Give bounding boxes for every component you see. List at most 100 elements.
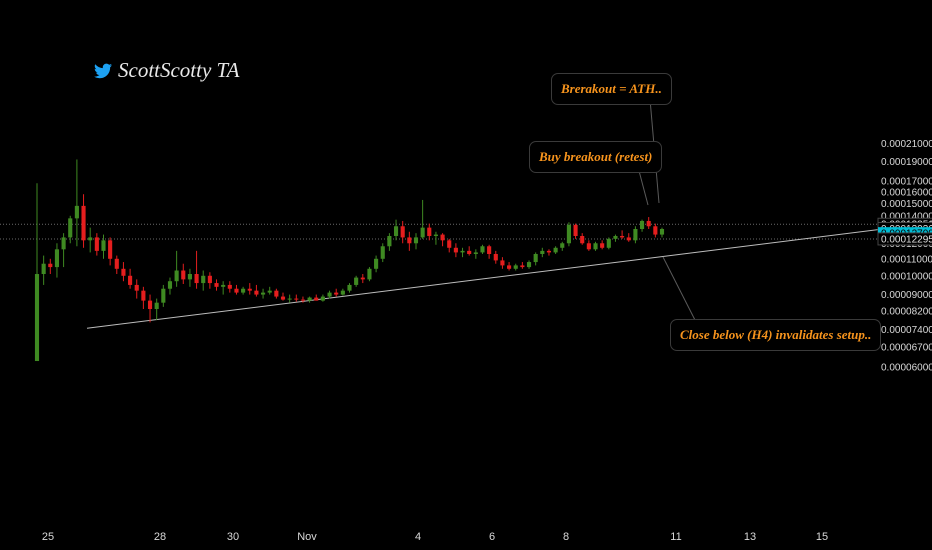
- candle-body: [447, 240, 452, 248]
- annotation-buy-breakout: Buy breakout (retest): [529, 141, 663, 173]
- candle-body: [613, 235, 618, 239]
- candle-body: [593, 243, 598, 250]
- price-axis-label: 0.00015000: [881, 199, 932, 210]
- price-axis-label: 0.00016000: [881, 187, 932, 198]
- candle-body: [407, 237, 412, 244]
- candle-body: [453, 247, 458, 253]
- candle-body: [241, 288, 246, 293]
- candle-body: [61, 237, 66, 250]
- price-axis-label: 0.00011000: [881, 254, 932, 265]
- candle-body: [267, 290, 272, 293]
- price-axis-label: 0.00017000: [881, 177, 932, 188]
- candle-body: [460, 250, 465, 253]
- candle-body: [227, 284, 232, 289]
- candle-body: [533, 253, 538, 263]
- price-axis-label: 0.00009000: [881, 290, 932, 301]
- candle-body: [114, 258, 119, 269]
- callout-lines: [637, 98, 696, 321]
- candle-body: [520, 265, 525, 268]
- candles-layer: [34, 159, 665, 362]
- price-axis-label: 0.00006700: [881, 343, 932, 354]
- candle-body: [620, 235, 625, 238]
- candle-body: [201, 275, 206, 284]
- candle-body: [553, 247, 558, 253]
- candle-body: [187, 274, 192, 280]
- price-axis-label: 0.00021000: [881, 139, 932, 150]
- brand-watermark: ScottScotty TA: [94, 58, 240, 83]
- candle-body: [134, 284, 139, 291]
- horizontal-levels: [0, 223, 878, 240]
- candle-body: [507, 265, 512, 269]
- support-trendline: [86, 222, 932, 329]
- price-axis: 0.00021000 0.00019000 0.000170000.00016000…: [881, 139, 932, 373]
- candle-body: [81, 205, 86, 241]
- candle-body: [280, 296, 286, 300]
- candle-body: [440, 234, 445, 241]
- candle-body: [480, 246, 485, 253]
- candle-body: [513, 265, 518, 269]
- candle-body: [261, 292, 266, 295]
- candle-body: [566, 224, 571, 244]
- date-axis-label: 15: [816, 531, 828, 543]
- date-axis-label: 28: [154, 531, 166, 543]
- candle-body: [427, 227, 432, 236]
- candle-body: [94, 237, 99, 251]
- brand-name: ScottScotty TA: [118, 58, 240, 82]
- annotation-invalidation: Close below (H4) invalidates setup..: [670, 319, 882, 351]
- candle-body: [141, 290, 146, 301]
- candle-body: [274, 290, 279, 297]
- candle-body: [74, 205, 79, 219]
- candle-body: [374, 258, 379, 269]
- candle-body: [147, 300, 153, 310]
- price-tag-label: 0.00012295: [881, 234, 932, 245]
- callout-line-buy: [637, 166, 649, 206]
- candle-body: [48, 263, 53, 268]
- trendline-layer: [86, 222, 932, 329]
- price-tags: 0.000133510.000130360.000127000.00012295: [877, 217, 932, 246]
- candle-body: [320, 296, 325, 301]
- candle-body: [526, 262, 532, 268]
- candle-body: [294, 298, 299, 300]
- date-axis: 25 28 30 Nov 4 6 8 11 13 15: [42, 531, 828, 543]
- candle-body: [586, 243, 591, 250]
- price-axis-label: 0.00014000: [881, 211, 932, 222]
- candle-body: [347, 284, 352, 291]
- date-axis-label: 8: [563, 531, 569, 543]
- candle-body: [626, 237, 631, 241]
- candle-body: [467, 250, 472, 254]
- candle-body: [473, 252, 478, 254]
- candle-body: [540, 250, 545, 254]
- candle-body: [639, 220, 645, 229]
- price-axis-label: 0.00006000: [881, 362, 932, 373]
- date-axis-label: Nov: [297, 531, 317, 543]
- candle-body: [413, 237, 419, 244]
- price-axis-label: 0.00007400: [881, 325, 932, 336]
- price-axis-label: 0.00019000: [881, 157, 932, 168]
- candle-body: [367, 268, 372, 280]
- candle-body: [101, 240, 106, 251]
- candle-body: [334, 292, 339, 295]
- candle-body: [360, 277, 365, 280]
- candle-body: [600, 243, 605, 248]
- candle-body: [300, 299, 306, 301]
- candle-body: [154, 302, 159, 310]
- candle-body: [161, 288, 166, 303]
- candle-body: [487, 246, 492, 254]
- candle-body: [573, 224, 578, 236]
- date-axis-label: 11: [670, 531, 681, 543]
- candle-body: [128, 275, 133, 285]
- candle-body: [653, 226, 658, 235]
- price-axis-label: 0.00010000: [881, 271, 932, 282]
- twitter-bird-icon: [94, 63, 112, 78]
- annotation-ath: Brerakout = ATH..: [551, 73, 672, 105]
- candle-body: [646, 220, 651, 227]
- candle-body: [340, 290, 345, 295]
- price-axis-label: 0.00008200: [881, 307, 932, 318]
- candle-body: [88, 237, 93, 241]
- date-axis-label: 4: [415, 531, 421, 543]
- candle-body: [194, 274, 199, 284]
- candle-body: [121, 268, 126, 276]
- candle-body: [214, 283, 219, 287]
- candle-body: [287, 298, 292, 300]
